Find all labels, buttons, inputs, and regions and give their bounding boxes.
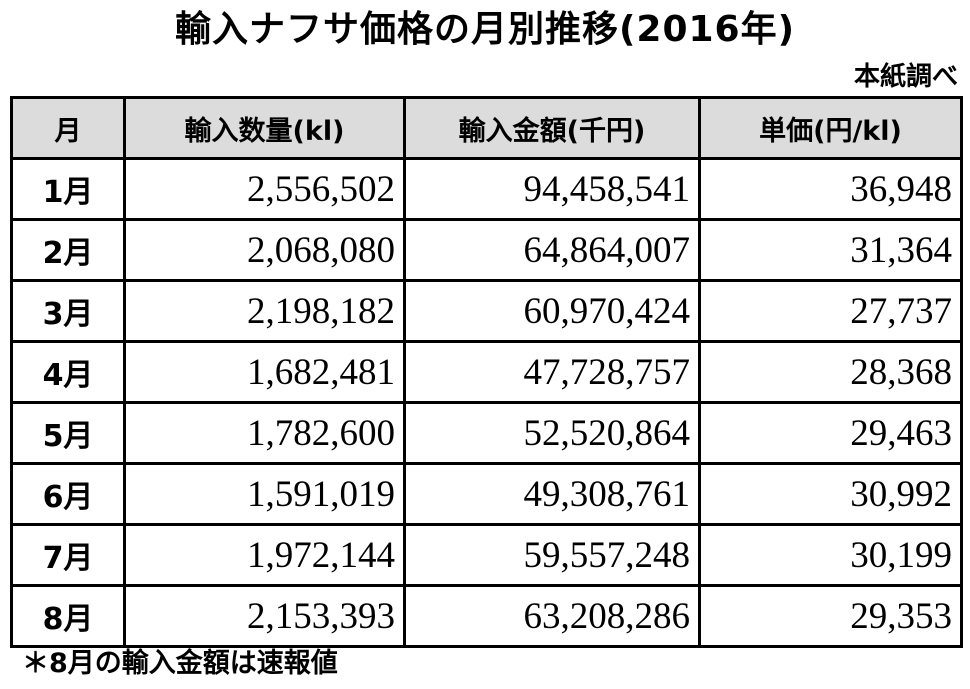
header-amount: 輸入金額(千円) (403, 96, 701, 160)
table-row: 8月 2,153,393 63,208,286 29,353 (10, 584, 963, 648)
cell-amount: 52,520,864 (403, 401, 701, 465)
table-row: 2月 2,068,080 64,864,007 31,364 (10, 218, 963, 282)
header-quantity: 輸入数量(kl) (123, 96, 406, 160)
cell-unit-price: 28,368 (698, 340, 963, 404)
source-label: 本紙調べ (853, 62, 958, 92)
cell-month: 1月 (10, 157, 126, 221)
naphtha-price-table: 月 輸入数量(kl) 輸入金額(千円) 単価(円/kl) 1月 2,556,50… (10, 96, 963, 648)
table-row: 5月 1,782,600 52,520,864 29,463 (10, 401, 963, 465)
cell-unit-price: 30,199 (698, 523, 963, 587)
table-row: 6月 1,591,019 49,308,761 30,992 (10, 462, 963, 526)
cell-amount: 60,970,424 (403, 279, 701, 343)
cell-unit-price: 29,463 (698, 401, 963, 465)
cell-quantity: 1,591,019 (123, 462, 406, 526)
cell-quantity: 1,782,600 (123, 401, 406, 465)
cell-month: 2月 (10, 218, 126, 282)
cell-quantity: 1,972,144 (123, 523, 406, 587)
cell-amount: 59,557,248 (403, 523, 701, 587)
table-row: 4月 1,682,481 47,728,757 28,368 (10, 340, 963, 404)
cell-month: 8月 (10, 584, 126, 648)
cell-amount: 64,864,007 (403, 218, 701, 282)
cell-amount: 63,208,286 (403, 584, 701, 648)
cell-quantity: 2,198,182 (123, 279, 406, 343)
cell-month: 6月 (10, 462, 126, 526)
cell-unit-price: 31,364 (698, 218, 963, 282)
cell-quantity: 2,068,080 (123, 218, 406, 282)
cell-unit-price: 36,948 (698, 157, 963, 221)
cell-quantity: 2,153,393 (123, 584, 406, 648)
cell-quantity: 1,682,481 (123, 340, 406, 404)
table-row: 3月 2,198,182 60,970,424 27,737 (10, 279, 963, 343)
footnote: ＊8月の輸入金額は速報値 (22, 648, 338, 679)
cell-amount: 47,728,757 (403, 340, 701, 404)
cell-month: 7月 (10, 523, 126, 587)
table-row: 1月 2,556,502 94,458,541 36,948 (10, 157, 963, 221)
cell-unit-price: 30,992 (698, 462, 963, 526)
cell-month: 4月 (10, 340, 126, 404)
cell-quantity: 2,556,502 (123, 157, 406, 221)
table-row: 7月 1,972,144 59,557,248 30,199 (10, 523, 963, 587)
page-title: 輸入ナフサ価格の月別推移(2016年) (174, 9, 796, 50)
cell-unit-price: 29,353 (698, 584, 963, 648)
cell-month: 3月 (10, 279, 126, 343)
header-month: 月 (10, 96, 126, 160)
cell-unit-price: 27,737 (698, 279, 963, 343)
table-header-row: 月 輸入数量(kl) 輸入金額(千円) 単価(円/kl) (10, 96, 963, 160)
cell-month: 5月 (10, 401, 126, 465)
header-unit-price: 単価(円/kl) (698, 96, 963, 160)
cell-amount: 94,458,541 (403, 157, 701, 221)
cell-amount: 49,308,761 (403, 462, 701, 526)
